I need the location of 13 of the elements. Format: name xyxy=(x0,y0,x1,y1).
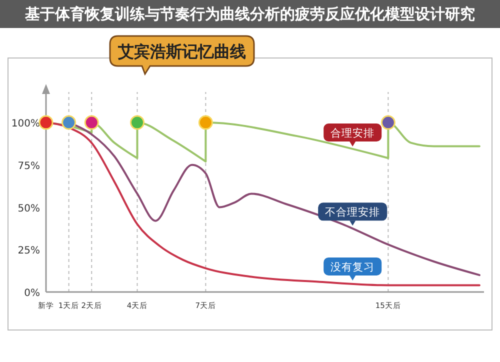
y-tick-label: 100% xyxy=(11,118,40,130)
callout: 没有复习 xyxy=(324,257,382,280)
series-label: 不合理安排 xyxy=(325,206,380,219)
callout: 合理安排 xyxy=(324,124,382,146)
series-label: 没有复习 xyxy=(330,261,375,274)
chart-subtitle: 基于体育恢复训练与节奏行为曲线分析的疲劳反应优化模型设计研究 xyxy=(24,5,475,23)
y-tick-label: 50% xyxy=(18,203,40,214)
y-tick-label: 75% xyxy=(18,160,40,172)
callout: 不合理安排 xyxy=(318,202,388,226)
series-label: 合理安排 xyxy=(330,126,375,140)
chart-title: 艾宾浩斯记忆曲线 xyxy=(117,42,246,61)
y-tick-label: 25% xyxy=(18,246,40,257)
y-tick-label: 0% xyxy=(24,288,40,299)
